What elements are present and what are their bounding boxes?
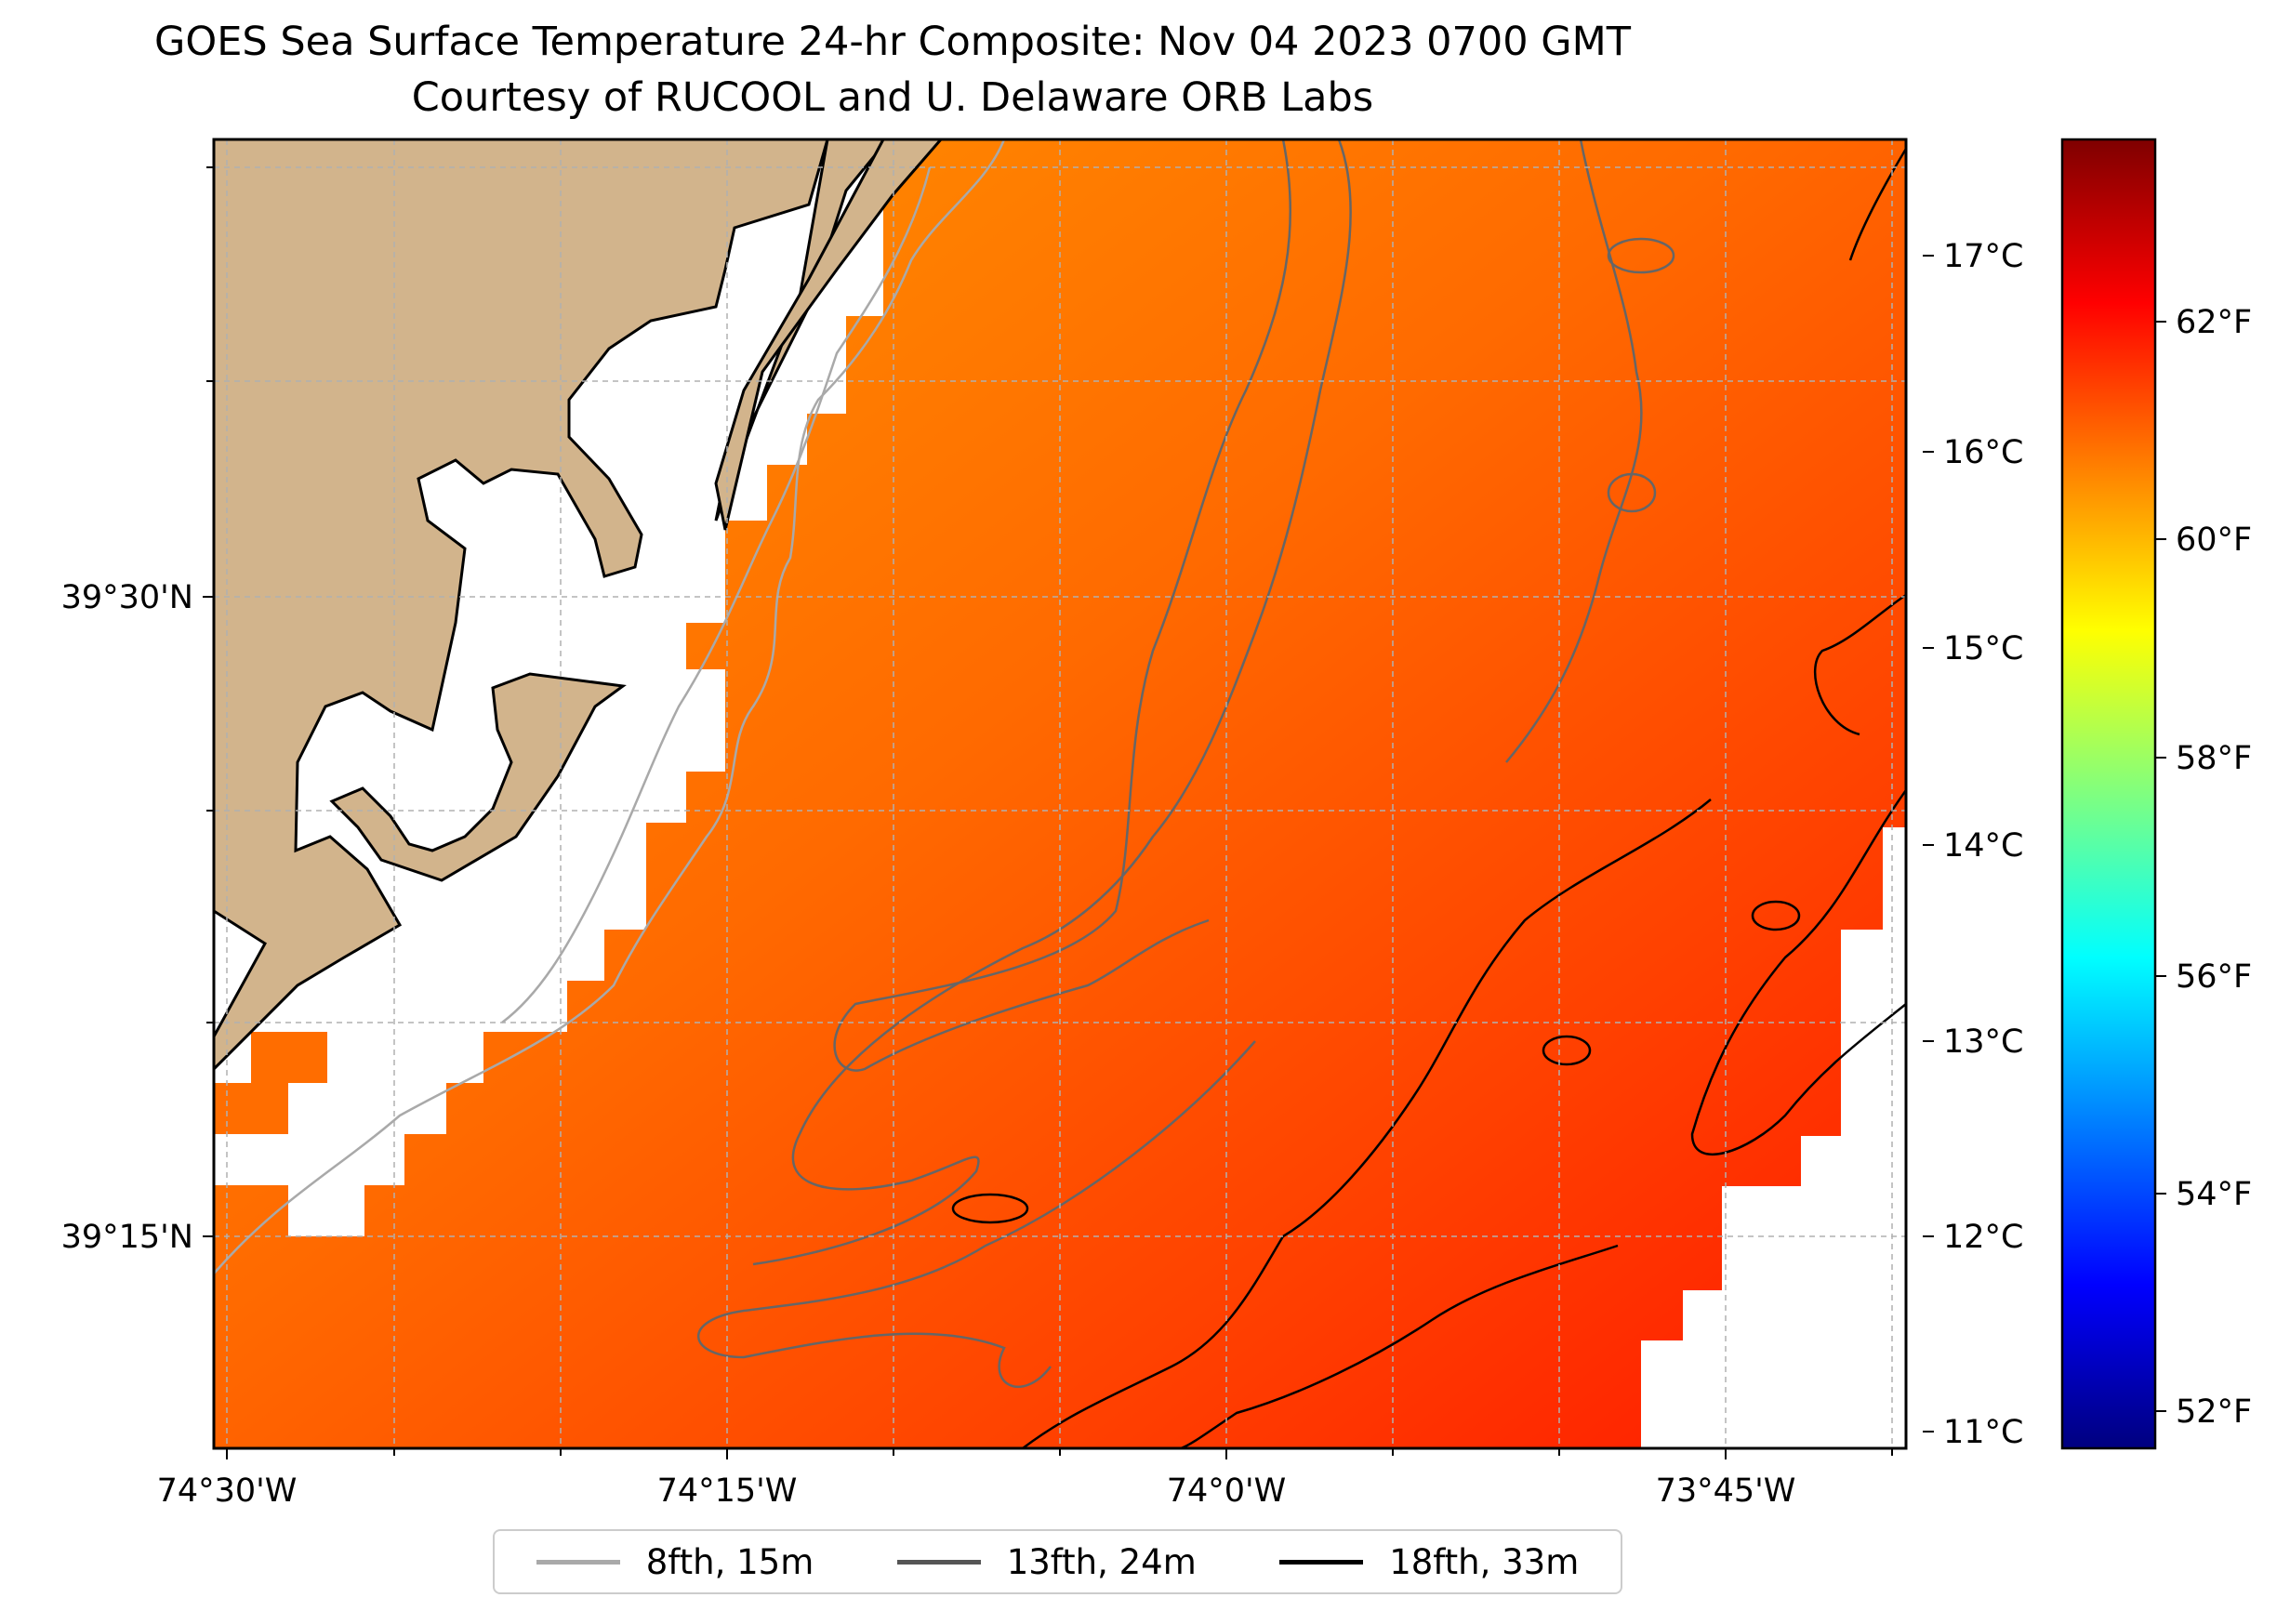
map-subtitle: Courtesy of RUCOOL and U. Delaware ORB L… bbox=[411, 74, 1374, 121]
celsius-tick-label: 11°C bbox=[1943, 1414, 2023, 1451]
map-title: GOES Sea Surface Temperature 24-hr Compo… bbox=[154, 19, 1631, 65]
celsius-tick-label: 17°C bbox=[1943, 238, 2023, 275]
isobath-18fth-a bbox=[1690, 789, 1906, 1156]
legend-label: 13fth, 24m bbox=[1006, 1541, 1197, 1582]
legend-item-33m: 18fth, 33m bbox=[1279, 1542, 1579, 1582]
colorbar-ticks bbox=[1923, 255, 2166, 1433]
celsius-tick-label: 12°C bbox=[1943, 1219, 2023, 1256]
map-area bbox=[214, 139, 1906, 1448]
isobath-18fth-d bbox=[1848, 148, 1906, 261]
fahrenheit-tick-label: 56°F bbox=[2176, 958, 2252, 996]
isobath-18fth-e bbox=[1813, 593, 1906, 736]
celsius-tick-label: 16°C bbox=[1943, 434, 2023, 471]
isobath-24m-d bbox=[697, 1040, 1256, 1388]
lon-tick-label: 74°15'W bbox=[657, 1472, 798, 1510]
lon-tick-label: 74°0'W bbox=[1167, 1472, 1287, 1510]
ticks bbox=[203, 166, 1893, 1459]
legend: 8fth, 15m 13fth, 24m 18fth, 33m bbox=[493, 1529, 1622, 1594]
fahrenheit-tick-label: 60°F bbox=[2176, 522, 2252, 559]
legend-line-icon bbox=[896, 1559, 981, 1565]
legend-item-15m: 8fth, 15m bbox=[536, 1542, 814, 1582]
fahrenheit-tick-label: 52°F bbox=[2176, 1393, 2252, 1431]
isobath-18fth-blob-1 bbox=[951, 1193, 1029, 1224]
gridlines bbox=[214, 139, 1906, 1448]
isobath-18fth-c bbox=[1180, 1244, 1619, 1448]
celsius-tick-label: 15°C bbox=[1943, 630, 2023, 667]
isobath-24m-blob-1 bbox=[1607, 237, 1675, 274]
fahrenheit-tick-label: 62°F bbox=[2176, 304, 2252, 341]
isobath-24m-c bbox=[1505, 139, 1643, 763]
legend-item-24m: 13fth, 24m bbox=[896, 1541, 1197, 1582]
colorbar bbox=[2060, 138, 2157, 1450]
isobath-24m bbox=[833, 139, 1292, 1072]
isobath-24m-blob-2 bbox=[1607, 472, 1657, 513]
legend-line-icon bbox=[1279, 1559, 1364, 1565]
lat-tick-label: 39°30'N bbox=[61, 579, 193, 616]
lon-tick-label: 74°30'W bbox=[157, 1472, 298, 1510]
isobath-18fth-blob-3 bbox=[1751, 900, 1801, 931]
isobaths bbox=[214, 139, 1906, 1448]
lat-tick-label: 39°15'N bbox=[61, 1219, 193, 1256]
land-nj bbox=[214, 139, 829, 1072]
fahrenheit-tick-label: 54°F bbox=[2176, 1176, 2252, 1213]
sst-patch-sw bbox=[214, 1032, 327, 1134]
celsius-tick-label: 13°C bbox=[1943, 1023, 2023, 1061]
celsius-tick-label: 14°C bbox=[1943, 827, 2023, 865]
isobath-15m bbox=[214, 139, 1006, 1274]
isobath-24m-b bbox=[752, 139, 1352, 1266]
land-peninsula bbox=[329, 672, 627, 882]
lon-tick-label: 73°45'W bbox=[1656, 1472, 1796, 1510]
legend-label: 8fth, 15m bbox=[645, 1541, 814, 1582]
isobath-18fth-blob-2 bbox=[1542, 1035, 1592, 1066]
isobath-18fth-b bbox=[1022, 799, 1712, 1448]
legend-line-icon bbox=[536, 1559, 620, 1565]
land-barrier-south bbox=[714, 139, 943, 531]
legend-label: 18fth, 33m bbox=[1389, 1541, 1580, 1582]
isobath-15m-b bbox=[501, 166, 932, 1023]
fahrenheit-tick-label: 58°F bbox=[2176, 740, 2252, 777]
